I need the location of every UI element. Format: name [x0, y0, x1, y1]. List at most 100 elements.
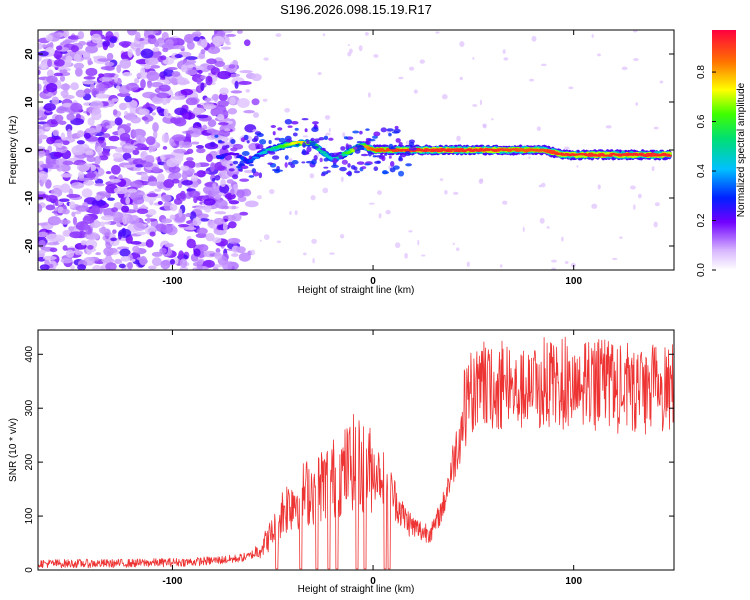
spectrogram-noise-blob: [367, 92, 371, 98]
spectrogram-noise-blob: [459, 41, 465, 47]
spectrogram-noise-blob: [136, 208, 149, 215]
spectrogram-noise-blob: [146, 193, 159, 198]
spectrogram-ridge-halo: [301, 148, 306, 155]
spectrogram-noise-blob: [203, 198, 216, 206]
spectrogram-ridge-halo: [240, 165, 249, 170]
spectrogram-ridge-halo: [219, 156, 225, 160]
spectrogram-noise-blob: [212, 36, 225, 46]
spectrogram-noise-blob: [72, 161, 86, 166]
spectrogram-ridge-halo: [356, 161, 365, 165]
spectrogram-noise-blob: [181, 141, 193, 148]
spectrogram-noise-blob: [112, 152, 123, 159]
spectrogram-ridge-segment: [644, 154, 650, 157]
spectrogram-noise-blob: [479, 178, 484, 183]
spectrogram-noise-blob: [87, 117, 95, 126]
spectrogram-noise-blob: [189, 33, 201, 38]
spectrogram-ridge-halo: [361, 166, 367, 170]
spectrogram-ridge-halo: [285, 138, 293, 143]
spectrogram-ridge-halo: [305, 151, 310, 155]
spectrogram-noise-blob: [147, 81, 152, 89]
spectrogram-noise-blob: [185, 97, 198, 106]
spectrogram-noise-blob: [181, 180, 193, 186]
spectrogram-noise-blob: [66, 193, 81, 198]
spectrogram-ridge-segment: [437, 149, 444, 152]
spectrogram-noise-blob: [121, 205, 130, 213]
spectrogram-noise-blob: [452, 242, 455, 246]
spectrogram-noise-blob: [224, 128, 231, 132]
spectrogram-noise-blob: [38, 128, 45, 136]
spectrogram-noise-blob: [309, 173, 315, 179]
spectrogram-noise-blob: [60, 90, 69, 97]
spectrogram-noise-blob: [52, 185, 63, 189]
spectrogram-noise-blob: [83, 88, 91, 95]
spectrogram-noise-blob: [94, 183, 105, 187]
spectrogram-noise-blob: [192, 217, 202, 227]
spectrogram-noise-blob: [38, 83, 42, 92]
spectrogram-noise-blob: [87, 244, 94, 250]
spectrogram-noise-blob: [635, 102, 639, 106]
spectrogram-noise-blob: [413, 89, 418, 94]
spectrogram-ridge-halo: [272, 131, 276, 136]
spectrogram-noise-blob: [200, 75, 206, 80]
spectrogram-noise-blob: [82, 215, 95, 225]
spectrogram-noise-blob: [72, 216, 78, 226]
spectrogram-noise-blob: [56, 45, 63, 51]
spectrogram-noise-blob: [322, 187, 329, 194]
spectrogram-noise-blob: [38, 150, 46, 157]
spectrogram-noise-blob: [142, 161, 154, 168]
spectrogram-noise-blob: [212, 267, 219, 270]
spectrogram-noise-blob: [186, 59, 197, 64]
spectrogram-noise-blob: [147, 265, 157, 270]
spectrogram-noise-blob: [217, 122, 229, 126]
spectrogram-noise-blob: [58, 198, 70, 202]
spectrogram-noise-blob: [56, 143, 63, 149]
spectrogram-noise-blob: [102, 133, 111, 138]
spectrogram-ridge-halo: [248, 155, 253, 160]
spectrogram-noise-blob: [59, 75, 66, 82]
spectrogram-noise-blob: [186, 157, 194, 162]
spectrogram-noise-blob: [74, 211, 82, 215]
spectrogram-ridge-halo: [388, 155, 392, 159]
spectrogram-noise-blob: [347, 44, 350, 47]
spectrogram-noise-blob: [45, 204, 56, 211]
spectrogram-noise-blob: [564, 261, 569, 264]
spectrogram-noise-blob: [62, 160, 74, 166]
spectrogram-noise-blob: [159, 55, 167, 61]
spectrogram-ridge-halo: [301, 161, 306, 164]
spectrogram-noise-blob: [197, 244, 209, 252]
spectrogram-noise-blob: [491, 118, 494, 121]
spectrogram-ridge-halo: [365, 128, 370, 131]
spectrogram-noise-blob: [466, 261, 470, 267]
spectrogram-ridge-segment: [234, 152, 240, 155]
spectrogram-noise-blob: [651, 166, 655, 172]
spectrogram-noise-blob: [456, 247, 460, 252]
spectrogram-noise-blob: [99, 76, 113, 82]
spectrogram-noise-blob: [540, 63, 547, 67]
colorbar: 0.0 0.2 0.4 0.6 0.8 Normalized spectral ampl…: [696, 30, 747, 277]
spectrogram-noise-blob: [91, 205, 100, 215]
spectrogram-ridge-halo: [388, 132, 392, 137]
spectrogram-noise-blob: [119, 58, 131, 69]
spectrogram-noise-blob: [85, 150, 94, 156]
spectrogram-ridge-halo: [398, 155, 402, 161]
spectrogram-noise-blob: [44, 126, 51, 131]
spectrogram-noise-blob: [653, 126, 659, 130]
snr-y-tick-label: 400: [24, 345, 35, 362]
snr-x-tick-label: 100: [565, 576, 582, 587]
spectrogram-noise-blob: [147, 34, 156, 39]
spectrogram-noise-blob: [67, 35, 81, 40]
spectrogram-noise-blob: [199, 218, 210, 222]
spectrogram-noise-blob: [77, 171, 85, 180]
spectrogram-noise-blob: [47, 58, 52, 68]
spectrogram-noise-blob: [66, 128, 72, 139]
spectrogram-noise-blob: [236, 189, 245, 198]
spectrogram-noise-blob: [171, 71, 181, 77]
spectrogram-noise-blob: [146, 209, 157, 216]
spectrogram-noise-blob: [302, 135, 309, 138]
spectrogram-noise-blob: [112, 229, 117, 234]
spectrogram-noise-blob: [502, 200, 508, 205]
spectrogram-noise-blob: [441, 94, 448, 100]
spectrogram-noise-blob: [38, 134, 48, 140]
spectrogram-ridge-halo: [340, 146, 346, 151]
spectrogram-noise-blob: [75, 205, 89, 212]
